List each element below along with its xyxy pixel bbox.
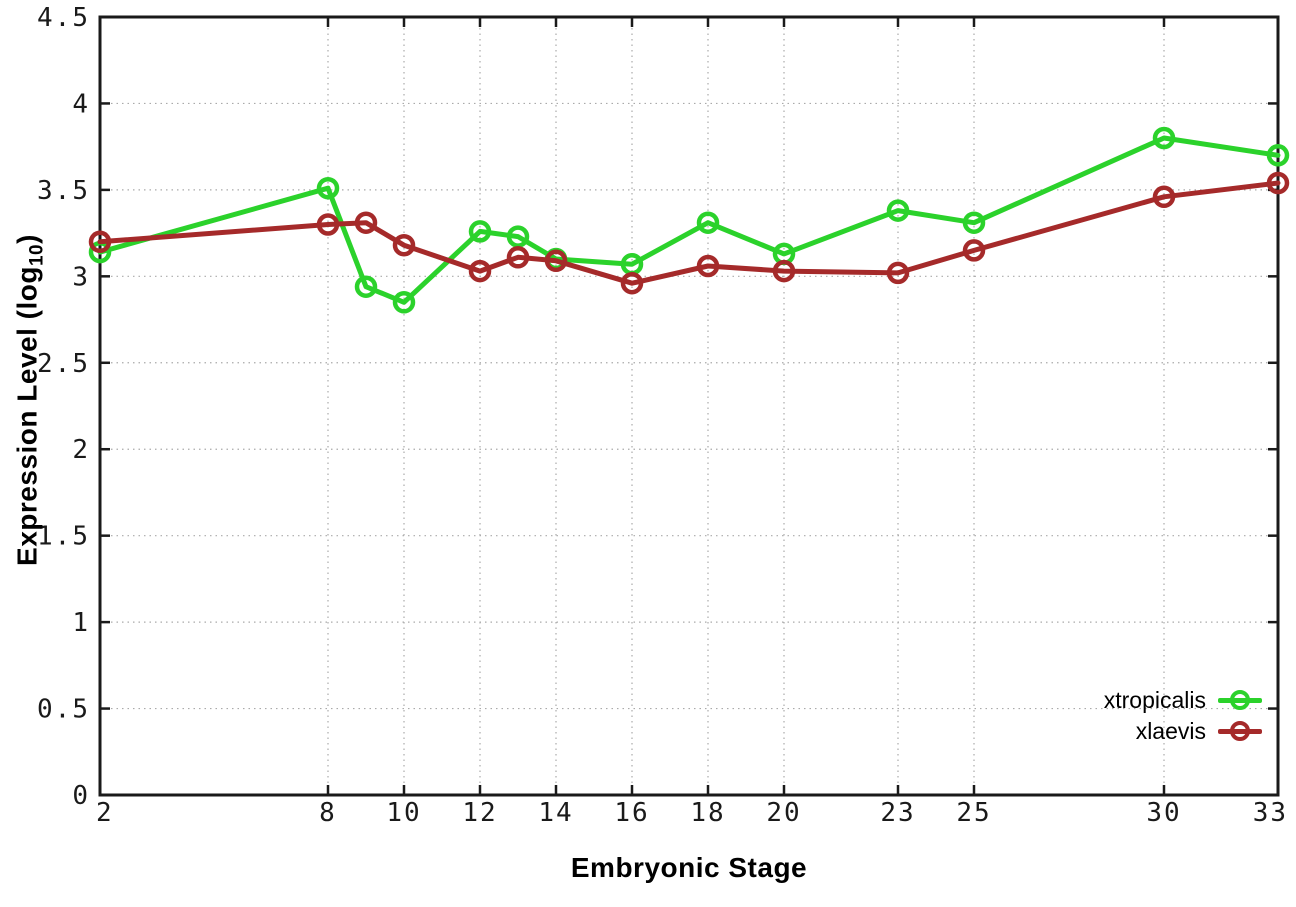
x-tick-label: 10 <box>386 798 421 828</box>
legend-label-xtropicalis: xtropicalis <box>1103 687 1206 713</box>
data-point-xlaevis <box>392 233 416 257</box>
y-tick-label: 0 <box>72 781 90 811</box>
x-tick-label: 14 <box>538 798 573 828</box>
x-tick-label: 33 <box>1253 798 1288 828</box>
data-point-xtropicalis <box>696 211 720 234</box>
data-point-xtropicalis <box>354 275 378 298</box>
y-tick-label: 2 <box>72 435 90 465</box>
y-axis-title-subscript: 10 <box>26 243 48 267</box>
legend-label-xlaevis: xlaevis <box>1135 718 1206 744</box>
y-tick-label: 3.5 <box>37 176 90 206</box>
data-point-xlaevis <box>696 254 720 278</box>
x-tick-label: 30 <box>1146 798 1181 828</box>
data-point-xtropicalis <box>316 176 340 200</box>
x-tick-label: 2 <box>96 798 114 828</box>
data-point-xlaevis <box>1152 185 1176 209</box>
data-point-xtropicalis <box>962 211 986 234</box>
x-tick-label: 25 <box>956 798 991 828</box>
data-point-xtropicalis <box>392 291 416 314</box>
data-point-xlaevis <box>886 261 910 285</box>
data-point-xlaevis <box>962 239 986 262</box>
legend-item-xlaevis: xlaevis <box>1136 719 1262 743</box>
data-point-xtropicalis <box>468 220 492 243</box>
x-axis-title: Embryonic Stage <box>570 852 808 883</box>
y-tick-label: 1 <box>72 608 90 638</box>
x-tick-label: 23 <box>880 798 915 828</box>
x-tick-label: 16 <box>614 798 649 828</box>
data-point-xlaevis <box>468 259 492 283</box>
y-axis-title: Expression Level (log10) <box>12 234 49 566</box>
y-tick-label: 4.5 <box>37 3 90 33</box>
y-tick-label: 4 <box>72 89 90 119</box>
legend: xtropicalis xlaevis <box>1104 688 1262 743</box>
legend-item-xtropicalis: xtropicalis <box>1104 688 1262 712</box>
y-tick-label: 3 <box>72 262 90 292</box>
data-point-xlaevis <box>316 213 340 236</box>
y-axis-title-close: ) <box>11 234 43 244</box>
data-point-xlaevis <box>620 271 644 295</box>
data-point-xlaevis <box>506 246 530 269</box>
x-tick-label: 12 <box>462 798 497 828</box>
y-axis-title-main: Expression Level (log <box>11 266 43 566</box>
data-point-xtropicalis <box>506 225 530 248</box>
x-tick-label: 18 <box>690 798 725 828</box>
data-point-xlaevis <box>544 249 568 273</box>
plot-border <box>98 15 1280 797</box>
data-point-xtropicalis <box>886 199 910 222</box>
data-point-xtropicalis <box>1266 144 1290 167</box>
x-tick-label: 20 <box>766 798 801 828</box>
series-line-xtropicalis <box>97 135 1281 305</box>
xtropicalis-marker-icon <box>1218 688 1262 712</box>
x-tick-label: 8 <box>319 798 337 828</box>
data-point-xlaevis <box>354 211 378 234</box>
data-point-xlaevis <box>772 259 796 283</box>
xlaevis-marker-icon <box>1218 719 1262 743</box>
y-tick-label: 1.5 <box>37 522 90 552</box>
y-tick-label: 0.5 <box>37 695 90 725</box>
data-point-xlaevis <box>88 230 112 254</box>
data-point-xtropicalis <box>1152 126 1176 150</box>
y-tick-label: 2.5 <box>37 349 90 379</box>
data-point-xlaevis <box>1266 171 1290 195</box>
